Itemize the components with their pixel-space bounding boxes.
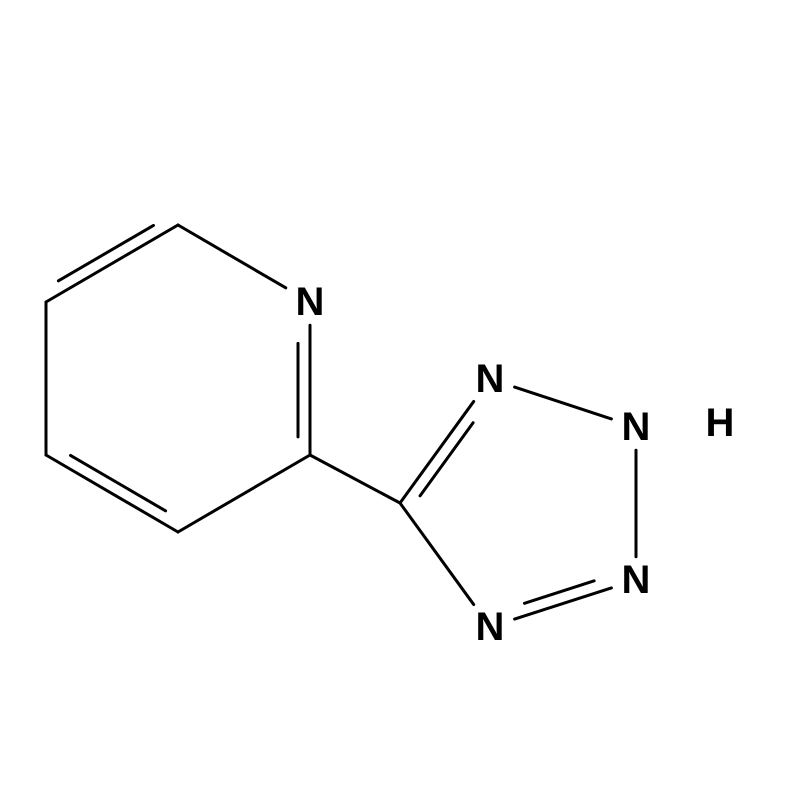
atom-label-T5: N [476, 605, 505, 649]
chemical-structure-diagram: N N N N N H [0, 0, 800, 800]
atom-label-P2: N [296, 280, 325, 324]
atom-label-H: H [706, 401, 735, 445]
diagram-background [0, 0, 800, 800]
atom-label-T3: N [622, 405, 651, 449]
atom-label-T2: N [476, 357, 505, 401]
atom-label-T4: N [622, 558, 651, 602]
